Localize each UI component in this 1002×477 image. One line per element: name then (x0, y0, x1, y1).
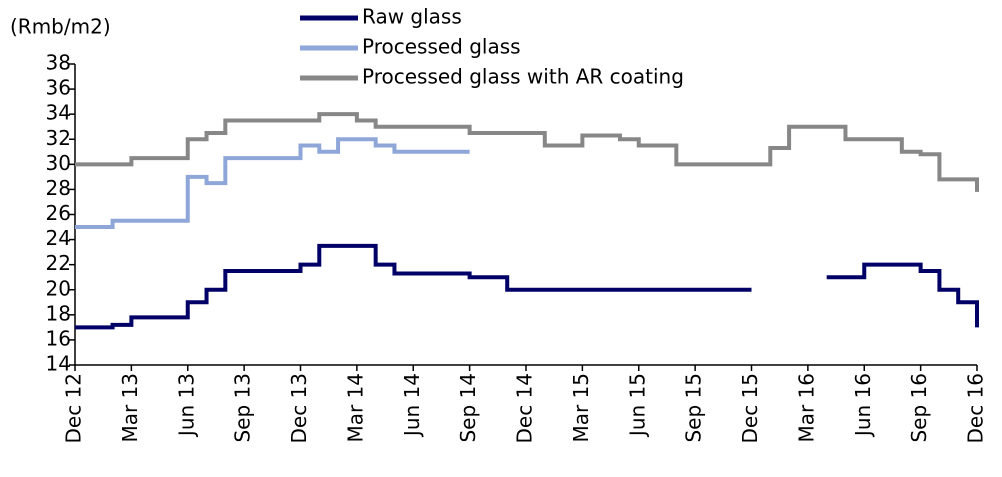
y-tick-label: 32 (46, 126, 71, 150)
legend-label: Raw glass (362, 5, 462, 29)
x-tick-label: Dec 16 (964, 373, 988, 444)
y-tick-label: 34 (46, 101, 71, 125)
y-tick-label: 18 (46, 301, 71, 325)
y-tick-label: 26 (46, 201, 71, 225)
x-tick-label: Sep 16 (907, 373, 931, 443)
series-line (826, 262, 979, 328)
x-tick-label: Mar 16 (794, 373, 818, 443)
x-tick-label: Mar 15 (569, 373, 593, 443)
y-tick-label: 16 (46, 326, 71, 350)
legend-label: Processed glass with AR coating (362, 65, 684, 89)
y-tick-label: 28 (46, 176, 71, 200)
y-tick-label: 20 (46, 276, 71, 300)
y-axis-label: (Rmb/m2) (10, 15, 111, 39)
x-tick-label: Dec 12 (62, 373, 86, 444)
x-tick-label: Mar 14 (343, 373, 367, 443)
y-tick-label: 36 (46, 76, 71, 100)
series-line (75, 112, 979, 192)
y-tick-label: 30 (46, 151, 71, 175)
x-tick-label: Sep 13 (231, 373, 255, 443)
x-tick-label: Jun 15 (625, 373, 649, 438)
series-line (75, 243, 752, 330)
x-tick-label: Jun 13 (174, 373, 198, 438)
y-tick-label: 22 (46, 251, 71, 275)
x-tick-label: Jun 16 (851, 373, 875, 438)
legend-label: Processed glass (362, 35, 521, 59)
x-tick-label: Dec 13 (287, 373, 311, 444)
y-tick-label: 14 (46, 352, 71, 376)
x-tick-label: Dec 14 (513, 373, 537, 444)
x-tick-label: Sep 15 (682, 373, 706, 443)
x-tick-label: Dec 15 (738, 373, 762, 444)
y-tick-label: 24 (46, 226, 71, 250)
x-tick-label: Mar 13 (118, 373, 142, 443)
series-line (75, 137, 470, 230)
x-tick-label: Jun 14 (400, 373, 424, 438)
x-tick-label: Sep 14 (456, 373, 480, 443)
y-tick-label: 38 (46, 51, 71, 75)
